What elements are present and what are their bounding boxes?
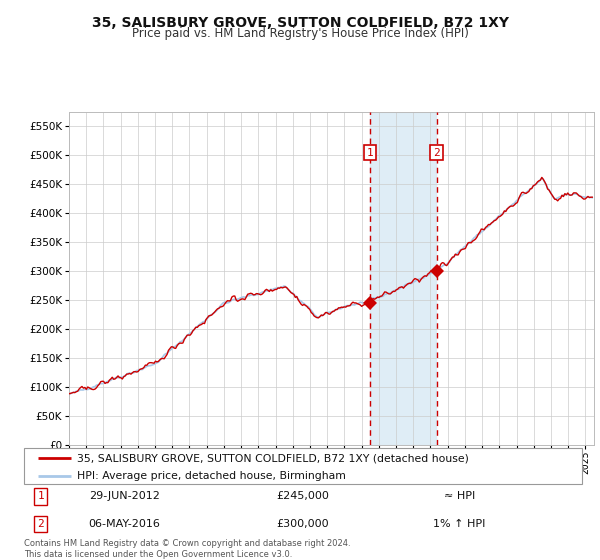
Text: 35, SALISBURY GROVE, SUTTON COLDFIELD, B72 1XY: 35, SALISBURY GROVE, SUTTON COLDFIELD, B…	[91, 16, 509, 30]
Text: HPI: Average price, detached house, Birmingham: HPI: Average price, detached house, Birm…	[77, 472, 346, 482]
Text: 1% ↑ HPI: 1% ↑ HPI	[433, 519, 485, 529]
Text: 06-MAY-2016: 06-MAY-2016	[89, 519, 160, 529]
Text: Price paid vs. HM Land Registry's House Price Index (HPI): Price paid vs. HM Land Registry's House …	[131, 27, 469, 40]
Bar	[370, 112, 436, 445]
Text: 1: 1	[37, 491, 44, 501]
FancyBboxPatch shape	[24, 448, 582, 484]
Text: Contains HM Land Registry data © Crown copyright and database right 2024.
This d: Contains HM Land Registry data © Crown c…	[24, 539, 350, 559]
Text: ≈ HPI: ≈ HPI	[443, 491, 475, 501]
Text: 2: 2	[433, 148, 440, 157]
Text: 2: 2	[37, 519, 44, 529]
Text: £300,000: £300,000	[277, 519, 329, 529]
Text: £245,000: £245,000	[277, 491, 329, 501]
Text: 29-JUN-2012: 29-JUN-2012	[89, 491, 160, 501]
Text: 35, SALISBURY GROVE, SUTTON COLDFIELD, B72 1XY (detached house): 35, SALISBURY GROVE, SUTTON COLDFIELD, B…	[77, 453, 469, 463]
Text: 1: 1	[367, 148, 374, 157]
